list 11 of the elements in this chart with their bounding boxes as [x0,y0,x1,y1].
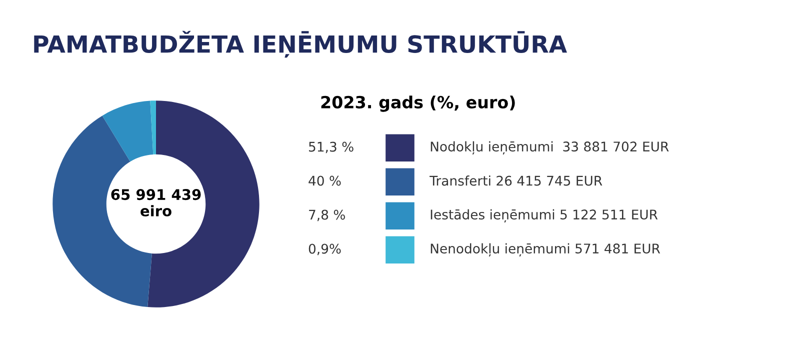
data-label: 7,8 % [309,210,345,222]
text: 65 991 439 eiro [111,189,201,216]
legend-title: 2023. gads (%, euro) [321,96,515,112]
legend-label: Nodokļu ieņēmumi 33 881 702 EUR [430,141,669,154]
data-label: 40 % [308,176,341,186]
legend-label: Nenodokļu ieņēmumi 571 481 EUR [430,243,660,256]
legend-label: Iestādes ieņēmumi 5 122 511 EUR [430,209,658,222]
data-label: 0,9% [308,244,341,256]
legend-label: Transferti 26 415 745 EUR [430,176,602,186]
data-label: 51,3 % [309,142,354,154]
chart-title: PAMATBUDŽETA IEŅĒMUMU STRUKTŪRA [34,30,567,58]
